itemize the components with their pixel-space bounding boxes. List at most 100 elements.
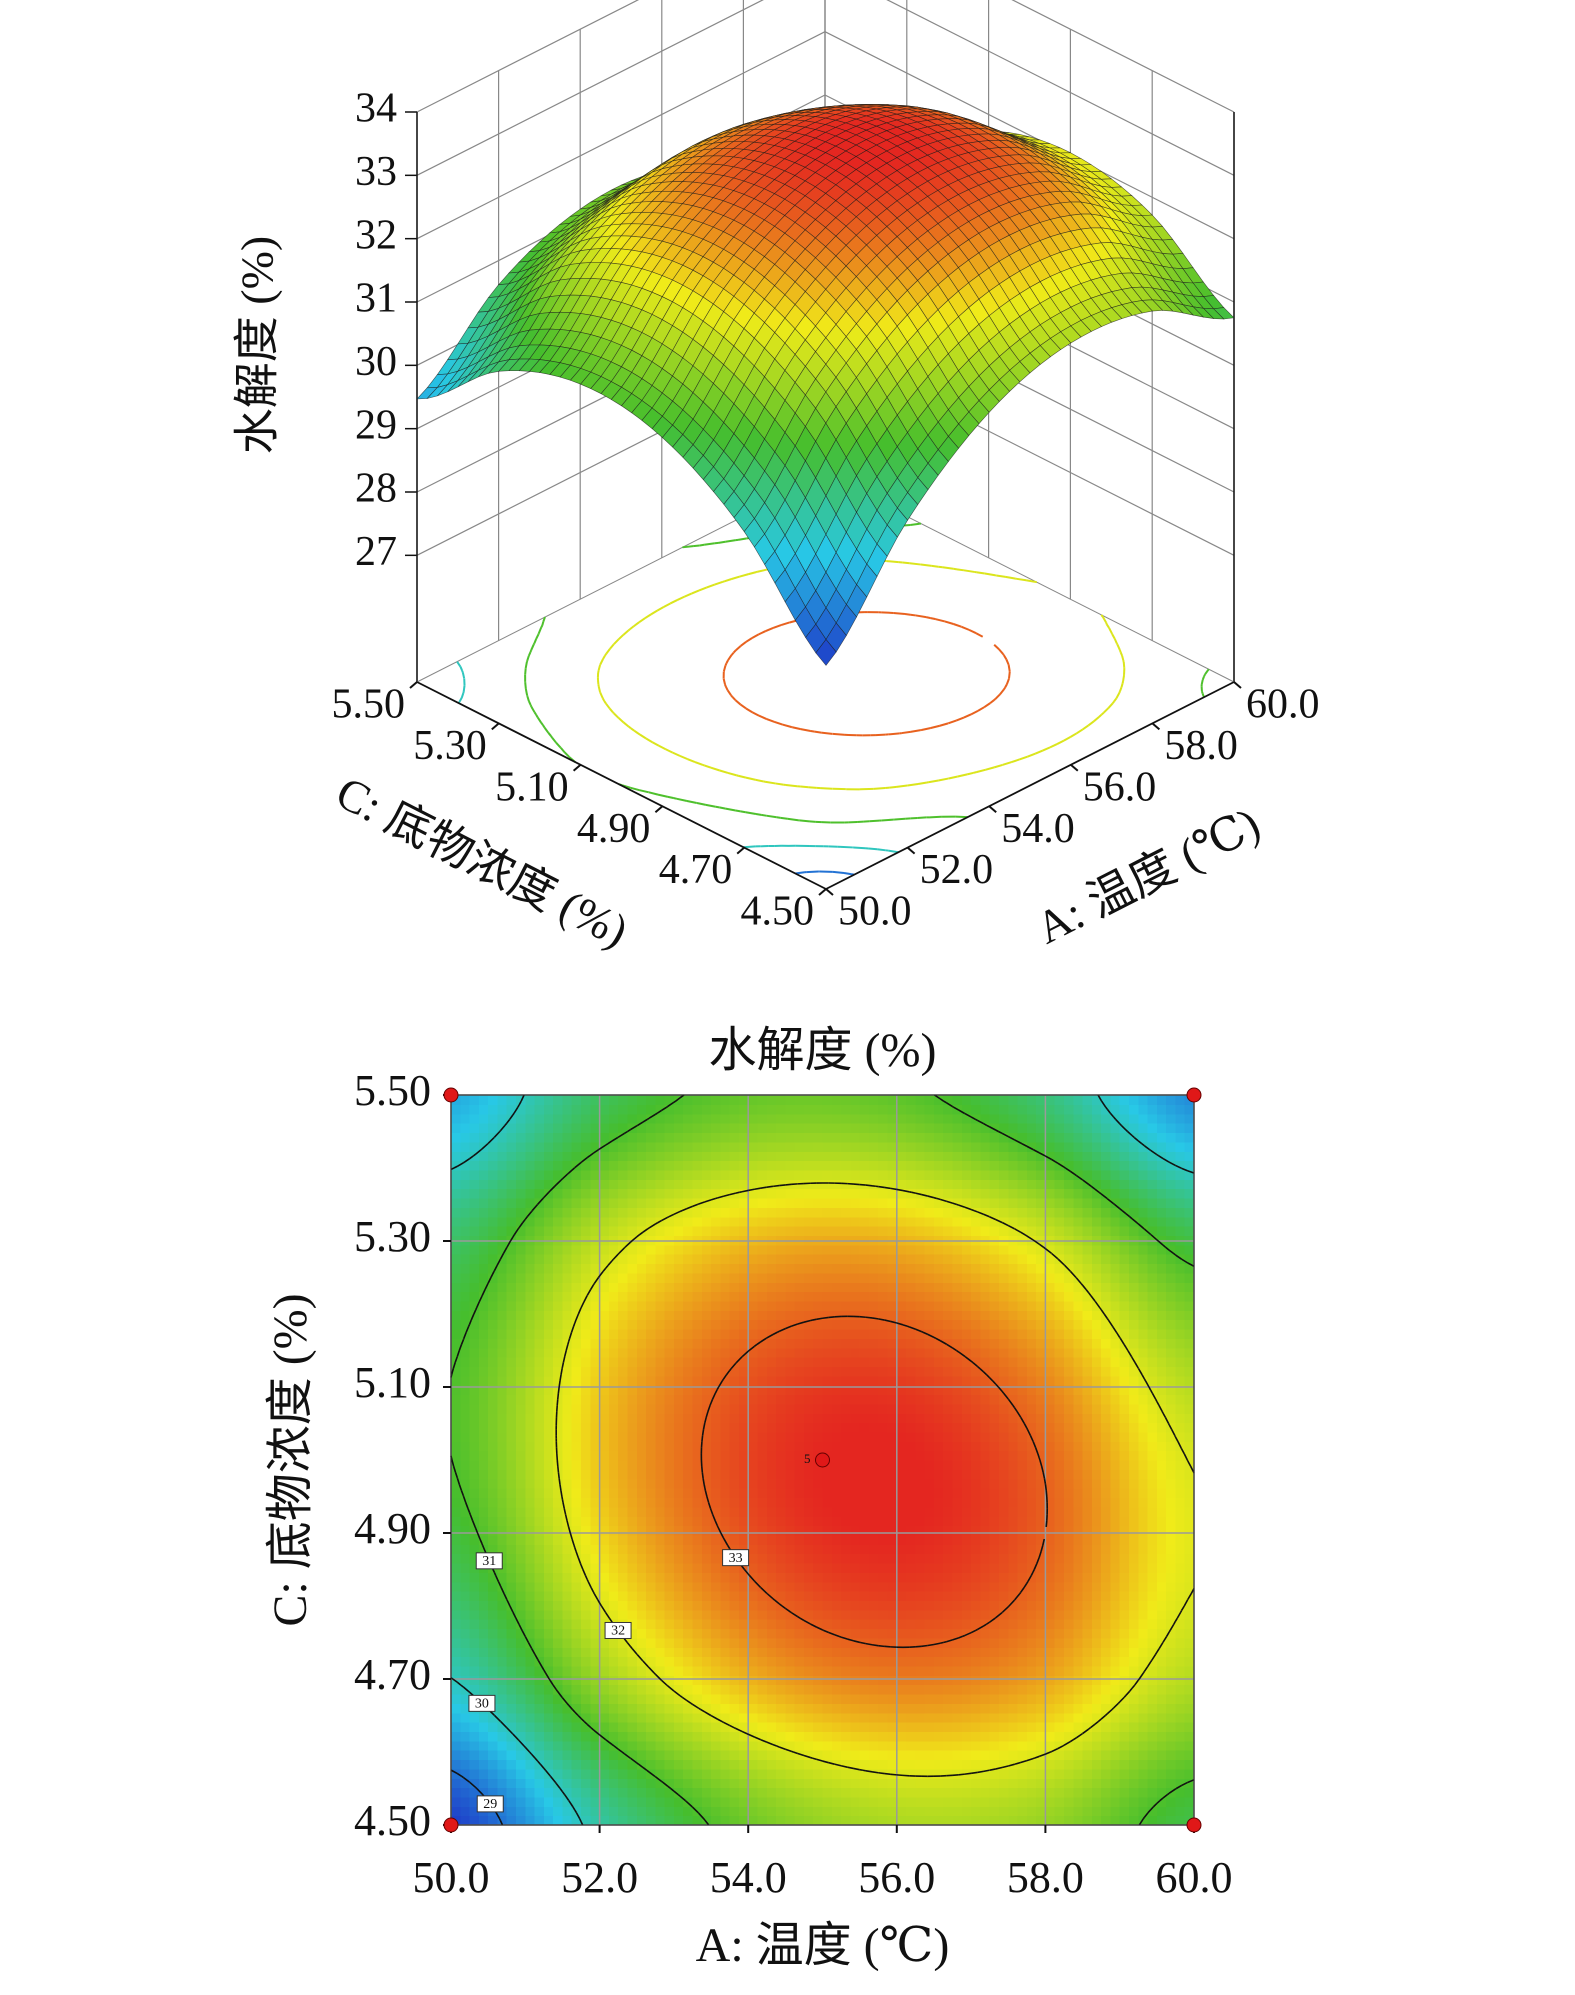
heat-cell xyxy=(1017,1497,1028,1508)
heat-cell xyxy=(896,1806,907,1817)
heat-cell xyxy=(488,1506,499,1517)
heat-cell xyxy=(868,1722,879,1733)
heat-cell xyxy=(1166,1675,1177,1686)
heat-cell xyxy=(478,1684,489,1695)
heat-cell xyxy=(1184,1656,1195,1667)
heat-cell xyxy=(1054,1722,1065,1733)
heat-cell xyxy=(776,1693,786,1704)
heat-cell xyxy=(766,1815,777,1826)
heat-cell xyxy=(831,1591,842,1601)
heat-cell xyxy=(757,1712,768,1723)
heat-cell xyxy=(1110,1815,1121,1826)
heat-cell xyxy=(924,1553,935,1564)
heat-cell xyxy=(478,1815,489,1826)
floor-contour xyxy=(993,644,1000,650)
heat-cell xyxy=(757,1553,768,1564)
heat-cell xyxy=(859,1647,870,1658)
floor-contour xyxy=(956,568,965,572)
heat-cell xyxy=(933,1619,944,1630)
heat-cell xyxy=(1063,1562,1074,1573)
heat-cell xyxy=(646,1609,656,1620)
heat-cell xyxy=(692,1722,703,1733)
heat-cell xyxy=(506,1759,517,1770)
heat-cell xyxy=(553,1628,564,1639)
heat-cell xyxy=(543,1497,554,1508)
heat-cell xyxy=(794,1740,805,1751)
heat-cell xyxy=(1138,1572,1149,1583)
heat-cell xyxy=(460,1619,471,1630)
heat-cell xyxy=(1110,1759,1121,1770)
heat-cell xyxy=(636,1544,647,1555)
heat-cell xyxy=(915,1562,926,1573)
heat-cell xyxy=(896,1581,907,1592)
heat-cell xyxy=(469,1572,480,1583)
heat-cell xyxy=(766,1759,777,1770)
heat-cell xyxy=(878,1516,889,1527)
heat-cell xyxy=(943,1806,954,1817)
heat-cell xyxy=(562,1731,573,1742)
heat-cell xyxy=(841,1768,851,1779)
heat-cell xyxy=(701,1581,712,1592)
heat-cell xyxy=(1110,1591,1121,1601)
heat-cell xyxy=(543,1722,554,1733)
heat-cell xyxy=(989,1572,1000,1583)
heat-cell xyxy=(850,1591,861,1601)
heat-cell xyxy=(534,1703,545,1714)
heat-cell xyxy=(1073,1684,1084,1695)
floor-contour xyxy=(782,723,792,728)
heat-cell xyxy=(543,1815,554,1826)
heat-cell xyxy=(599,1544,610,1555)
floor-contour xyxy=(917,781,928,785)
heat-cell xyxy=(1110,1750,1121,1761)
heat-cell xyxy=(525,1581,536,1592)
heat-cell xyxy=(655,1562,666,1573)
heat-cell xyxy=(906,1675,916,1686)
heat-cell xyxy=(813,1665,824,1676)
heat-cell xyxy=(1175,1572,1186,1583)
heat-cell xyxy=(766,1731,777,1742)
heat-cell xyxy=(961,1675,972,1686)
heat-cell xyxy=(1138,1516,1149,1527)
heat-cell xyxy=(627,1750,638,1761)
heat-cell xyxy=(478,1591,489,1601)
heat-cell xyxy=(590,1637,601,1648)
heat-cell xyxy=(859,1553,870,1564)
heat-cell xyxy=(655,1815,666,1826)
heat-cell xyxy=(859,1609,870,1620)
heat-cell xyxy=(850,1815,861,1826)
heat-cell xyxy=(1166,1497,1177,1508)
heat-cell xyxy=(571,1684,582,1695)
heat-cell xyxy=(1184,1534,1195,1545)
heat-cell xyxy=(1026,1703,1037,1714)
heat-cell xyxy=(887,1722,898,1733)
heat-cell xyxy=(1138,1693,1149,1704)
heat-cell xyxy=(1008,1628,1019,1639)
heat-cell xyxy=(859,1628,870,1639)
heat-cell xyxy=(1026,1544,1037,1555)
heat-cell xyxy=(543,1619,554,1630)
heat-cell xyxy=(1082,1525,1093,1536)
heat-cell xyxy=(980,1600,991,1611)
heat-cell xyxy=(1073,1815,1084,1826)
heat-cell xyxy=(543,1656,554,1667)
heat-cell xyxy=(748,1768,759,1779)
heat-cell xyxy=(655,1750,666,1761)
heat-cell xyxy=(1119,1591,1130,1601)
heat-cell xyxy=(989,1675,1000,1686)
heat-cell xyxy=(636,1656,647,1667)
floor-contour xyxy=(605,702,611,710)
heat-cell xyxy=(1175,1806,1186,1817)
heat-cell xyxy=(961,1647,972,1658)
floor-contour xyxy=(910,522,920,527)
heat-cell xyxy=(581,1525,591,1536)
floor-contour xyxy=(758,714,767,720)
heat-cell xyxy=(729,1497,740,1508)
heat-cell xyxy=(590,1628,601,1639)
heat-cell xyxy=(906,1572,916,1583)
heat-cell xyxy=(896,1534,907,1545)
heat-cell xyxy=(711,1591,721,1601)
heat-cell xyxy=(850,1787,861,1798)
floor-contour xyxy=(737,537,747,541)
heat-cell xyxy=(915,1703,926,1714)
